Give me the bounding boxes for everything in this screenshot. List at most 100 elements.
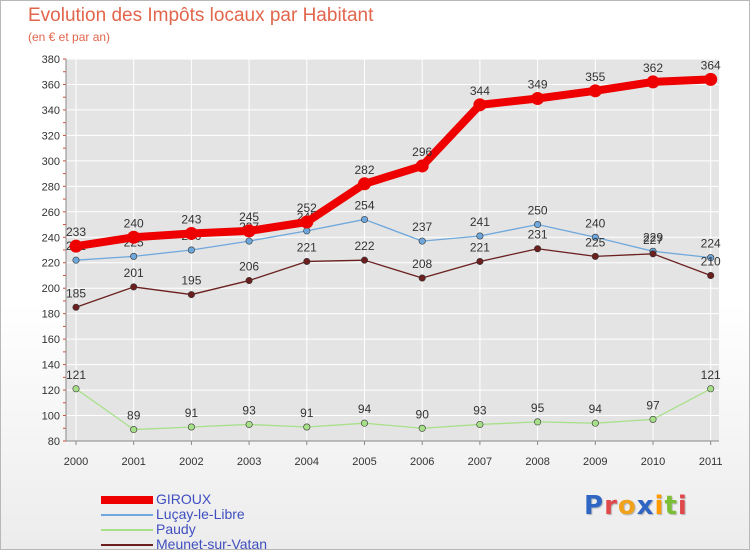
legend-swatch — [101, 496, 153, 504]
proxiti-logo: Proxiti — [584, 491, 688, 521]
y-tick-label: 100 — [42, 411, 60, 423]
data-point-paudy — [418, 424, 426, 432]
data-label-paudy: 93 — [242, 403, 256, 417]
data-point-giroux — [588, 84, 602, 98]
data-label-meunet-sur-vatan: 185 — [66, 286, 86, 300]
data-point-lu-ay-le-libre — [591, 233, 599, 241]
data-label-paudy: 94 — [589, 402, 603, 416]
y-tick-label: 200 — [42, 283, 60, 295]
data-point-meunet-sur-vatan — [418, 274, 426, 282]
x-tick-label: 2005 — [352, 456, 376, 468]
data-label-lu-ay-le-libre: 224 — [701, 237, 721, 251]
x-tick-label: 2011 — [699, 456, 723, 468]
data-label-meunet-sur-vatan: 231 — [528, 228, 548, 242]
data-point-meunet-sur-vatan — [360, 256, 368, 264]
y-tick-label: 340 — [42, 105, 60, 117]
data-point-giroux — [415, 159, 429, 173]
data-label-meunet-sur-vatan: 221 — [470, 240, 490, 254]
x-tick-label: 2000 — [64, 456, 88, 468]
y-tick-label: 120 — [42, 385, 60, 397]
data-point-lu-ay-le-libre — [707, 254, 715, 262]
data-label-paudy: 91 — [300, 406, 314, 420]
data-point-lu-ay-le-libre — [534, 221, 542, 229]
plot-area — [66, 59, 719, 441]
logo-letter: i — [677, 491, 688, 521]
logo-letter: o — [617, 491, 637, 521]
data-point-giroux — [184, 226, 198, 240]
data-label-paudy: 91 — [185, 406, 199, 420]
y-tick-label: 380 — [42, 54, 60, 66]
data-label-paudy: 97 — [646, 398, 660, 412]
x-tick-label: 2004 — [295, 456, 319, 468]
data-point-meunet-sur-vatan — [591, 252, 599, 260]
data-label-giroux: 296 — [412, 145, 432, 159]
logo-letter: r — [604, 491, 618, 521]
chart-subtitle: (en € et par an) — [28, 30, 111, 44]
data-point-meunet-sur-vatan — [72, 303, 80, 311]
legend-swatch — [101, 529, 153, 531]
data-label-lu-ay-le-libre: 229 — [643, 230, 663, 244]
data-label-giroux: 355 — [585, 70, 605, 84]
y-tick-label: 220 — [42, 258, 60, 270]
data-label-giroux: 282 — [354, 163, 374, 177]
data-point-lu-ay-le-libre — [245, 237, 253, 245]
data-point-paudy — [245, 420, 253, 428]
logo-letter: i — [654, 491, 665, 521]
y-tick-label: 140 — [42, 360, 60, 372]
x-tick-label: 2006 — [410, 456, 434, 468]
data-point-meunet-sur-vatan — [245, 277, 253, 285]
data-point-meunet-sur-vatan — [649, 250, 657, 258]
legend-label: GIROUX — [156, 491, 212, 507]
data-point-lu-ay-le-libre — [303, 227, 311, 235]
x-tick-label: 2007 — [468, 456, 492, 468]
data-label-meunet-sur-vatan: 221 — [297, 240, 317, 254]
data-point-giroux — [127, 230, 141, 244]
data-label-lu-ay-le-libre: 254 — [354, 198, 374, 212]
legend-label: Meunet-sur-Vatan — [156, 536, 268, 550]
data-label-meunet-sur-vatan: 225 — [585, 235, 605, 249]
x-tick-label: 2003 — [237, 456, 261, 468]
y-tick-label: 180 — [42, 309, 60, 321]
data-label-paudy: 121 — [66, 368, 86, 382]
x-tick-label: 2001 — [121, 456, 145, 468]
logo-letter: P — [584, 491, 605, 521]
data-point-meunet-sur-vatan — [130, 283, 138, 291]
data-point-paudy — [72, 385, 80, 393]
data-label-meunet-sur-vatan: 208 — [412, 257, 432, 271]
y-tick-label: 320 — [42, 130, 60, 142]
data-point-lu-ay-le-libre — [187, 246, 195, 254]
data-label-lu-ay-le-libre: 241 — [470, 215, 490, 229]
data-point-giroux — [242, 224, 256, 238]
data-point-meunet-sur-vatan — [534, 245, 542, 253]
data-point-lu-ay-le-libre — [72, 256, 80, 264]
data-point-paudy — [649, 415, 657, 423]
data-point-giroux — [69, 239, 83, 253]
data-label-lu-ay-le-libre: 240 — [585, 216, 605, 230]
data-label-giroux: 364 — [701, 58, 721, 72]
data-point-giroux — [300, 215, 314, 229]
data-point-paudy — [534, 418, 542, 426]
data-label-meunet-sur-vatan: 210 — [701, 254, 721, 268]
data-label-paudy: 94 — [358, 402, 372, 416]
data-label-meunet-sur-vatan: 201 — [124, 266, 144, 280]
data-label-meunet-sur-vatan: 227 — [643, 233, 663, 247]
data-point-paudy — [707, 385, 715, 393]
y-tick-label: 240 — [42, 232, 60, 244]
y-tick-label: 260 — [42, 207, 60, 219]
logo-letter: x — [636, 491, 655, 521]
data-point-lu-ay-le-libre — [418, 237, 426, 245]
chart-title: Evolution des Impôts locaux par Habitant — [28, 5, 374, 26]
series-line-meunet-sur-vatan — [75, 248, 712, 308]
data-label-giroux: 243 — [181, 212, 201, 226]
data-point-giroux — [704, 72, 718, 86]
data-label-paudy: 89 — [127, 409, 141, 423]
y-tick-label: 360 — [42, 79, 60, 91]
data-label-paudy: 93 — [473, 403, 487, 417]
logo-letter: t — [664, 491, 678, 521]
data-label-giroux: 349 — [528, 77, 548, 91]
y-tick-label: 160 — [42, 334, 60, 346]
y-tick-label: 280 — [42, 181, 60, 193]
series-line-lu-ay-le-libre — [75, 218, 712, 261]
data-point-paudy — [187, 423, 195, 431]
